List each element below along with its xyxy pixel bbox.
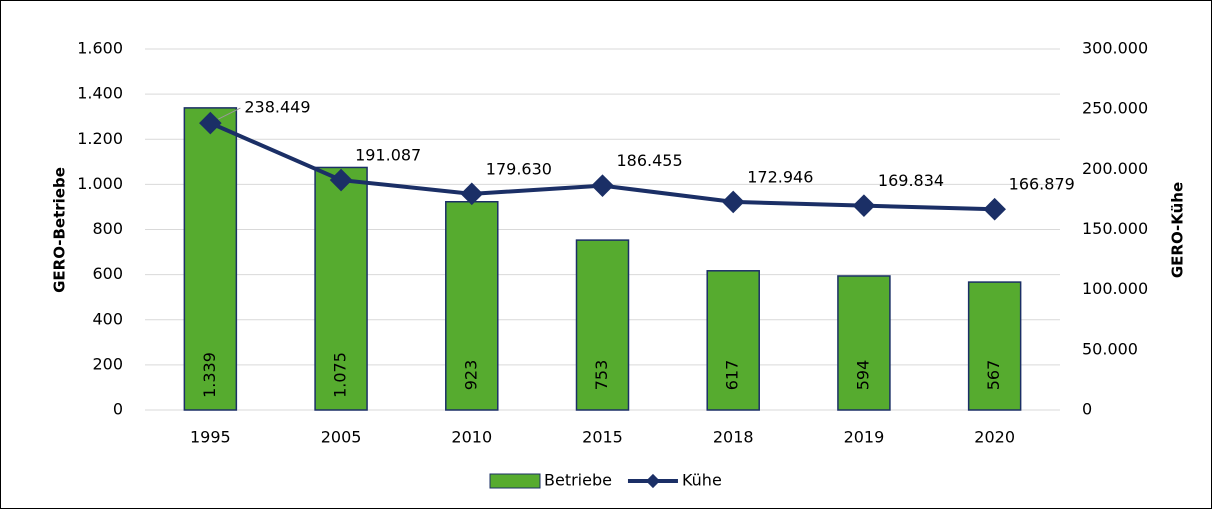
y2-tick-label: 200.000 [1082,159,1148,178]
bar [967,281,1022,411]
bar-value-label: 753 [592,360,611,391]
y-tick-label: 600 [92,264,123,283]
legend-label: Betriebe [544,471,612,490]
bar [706,270,760,411]
x-tick-label: 2019 [844,428,885,447]
bar [314,166,368,411]
legend-swatch [645,473,661,489]
line-value-label: 166.879 [1009,175,1075,194]
x-tick-label: 2005 [321,428,362,447]
line-value-label: 169.834 [878,171,944,190]
line-value-label: 179.630 [486,159,552,178]
line-value-label: 186.455 [617,151,683,170]
y-axis-title: GERO-Betriebe [51,167,69,293]
y2-tick-label: 50.000 [1082,339,1138,358]
y-tick-label: 0 [113,400,123,419]
y-tick-label: 1.400 [77,84,123,103]
bar-value-label: 594 [853,360,872,391]
y2-axis-title: GERO-Kühe [1169,182,1187,278]
bar-value-label: 923 [461,360,480,391]
y-tick-label: 1.200 [77,129,123,148]
legend-label: Kühe [682,471,722,490]
bar [575,239,630,411]
line-value-label: 191.087 [355,146,421,165]
line-value-label: 238.449 [244,98,310,117]
x-tick-label: 2010 [451,428,492,447]
bar [445,200,499,411]
marker [199,111,222,135]
y-tick-label: 1.600 [77,39,123,58]
y2-tick-label: 100.000 [1082,279,1148,298]
line-value-label: 172.946 [747,167,813,186]
x-tick-label: 1995 [190,428,231,447]
bar-value-label: 567 [984,360,1003,391]
y-tick-label: 1.000 [77,174,123,193]
y2-tick-label: 250.000 [1082,99,1148,118]
y2-tick-label: 300.000 [1082,39,1148,58]
bar [837,275,891,411]
bar-value-label: 1.339 [200,352,219,398]
x-tick-label: 2020 [974,428,1015,447]
x-tick-label: 2018 [713,428,754,447]
y-tick-label: 200 [92,354,123,373]
leader-line [218,107,241,120]
legend-swatch [489,473,541,489]
y-tick-label: 400 [92,309,123,328]
bar [183,107,238,411]
bar-value-label: 1.075 [331,352,350,398]
y2-tick-label: 0 [1082,400,1092,419]
y-tick-label: 800 [92,219,123,238]
bar-value-label: 617 [723,360,742,391]
y2-tick-label: 150.000 [1082,219,1148,238]
x-tick-label: 2015 [582,428,623,447]
